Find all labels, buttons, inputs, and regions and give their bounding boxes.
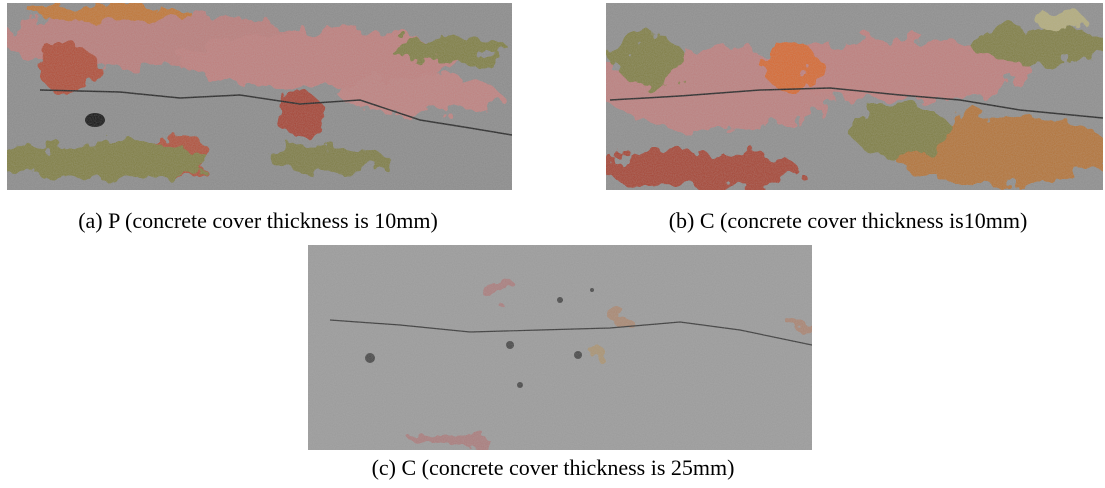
caption: (c) C (concrete cover thickness is 25mm) xyxy=(372,455,735,480)
page: {"figures": [ {"caption": "(a) P (concre… xyxy=(0,0,1105,488)
photo-a xyxy=(0,2,512,190)
figure: (a) P (concrete cover thickness is 10mm)… xyxy=(0,0,1105,488)
photo-c xyxy=(308,245,812,450)
photo-b xyxy=(600,3,1105,190)
caption: (b) C (concrete cover thickness is10mm) xyxy=(669,208,1028,233)
caption: (a) P (concrete cover thickness is 10mm) xyxy=(78,208,438,233)
